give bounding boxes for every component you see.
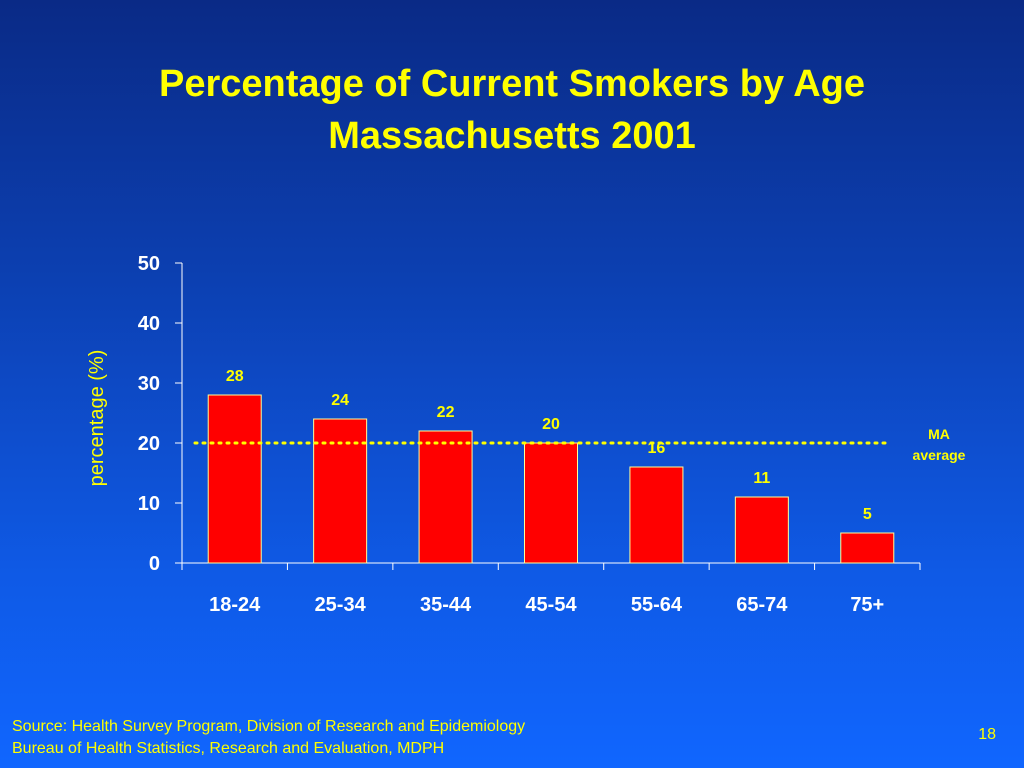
y-tick-label: 0 [149,553,160,575]
ma-average-label-part: MA [928,426,950,442]
y-tick-label: 20 [138,433,160,455]
y-tick-label: 40 [138,313,160,335]
y-tick-label: 10 [138,493,160,515]
x-tick-label: 25-34 [315,594,367,616]
bar-35-44 [418,430,473,564]
y-tick-label: 50 [138,253,160,275]
page-number: 18 [978,726,996,743]
bar-65-74 [734,496,789,564]
data-label: 20 [542,416,560,433]
data-label: 28 [226,368,244,385]
bar-18-24 [207,394,262,564]
y-tick-label: 30 [138,373,160,395]
x-tick-label: 55-64 [631,594,683,616]
source-line-2: Bureau of Health Statistics, Research an… [12,740,445,757]
title-line-2: Massachusetts 2001 [328,115,696,157]
bar-75+ [840,532,895,564]
ma-average-label: MA average [913,426,966,463]
data-label: 24 [331,392,349,409]
bar-55-64 [629,466,684,564]
x-tick-label: 65-74 [736,594,788,616]
data-label: 22 [437,404,455,421]
bar-25-34 [313,418,368,564]
data-label: 11 [753,470,770,487]
data-label: 5 [863,506,872,523]
source-line-1: Source: Health Survey Program, Division … [12,718,526,735]
y-axis-label: percentage (%) [86,350,108,487]
x-tick-label: 18-24 [209,594,261,616]
x-tick-label: 75+ [850,594,884,616]
slide-title: Percentage of Current Smokers by Age Mas… [0,58,1024,162]
source-note: Source: Health Survey Program, Division … [12,716,525,760]
x-tick-label: 35-44 [420,594,472,616]
title-line-1: Percentage of Current Smokers by Age [158,63,866,105]
x-tick-label: 45-54 [525,594,577,616]
bar-45-54 [524,442,578,564]
ma-average-label-part: average [913,447,966,463]
